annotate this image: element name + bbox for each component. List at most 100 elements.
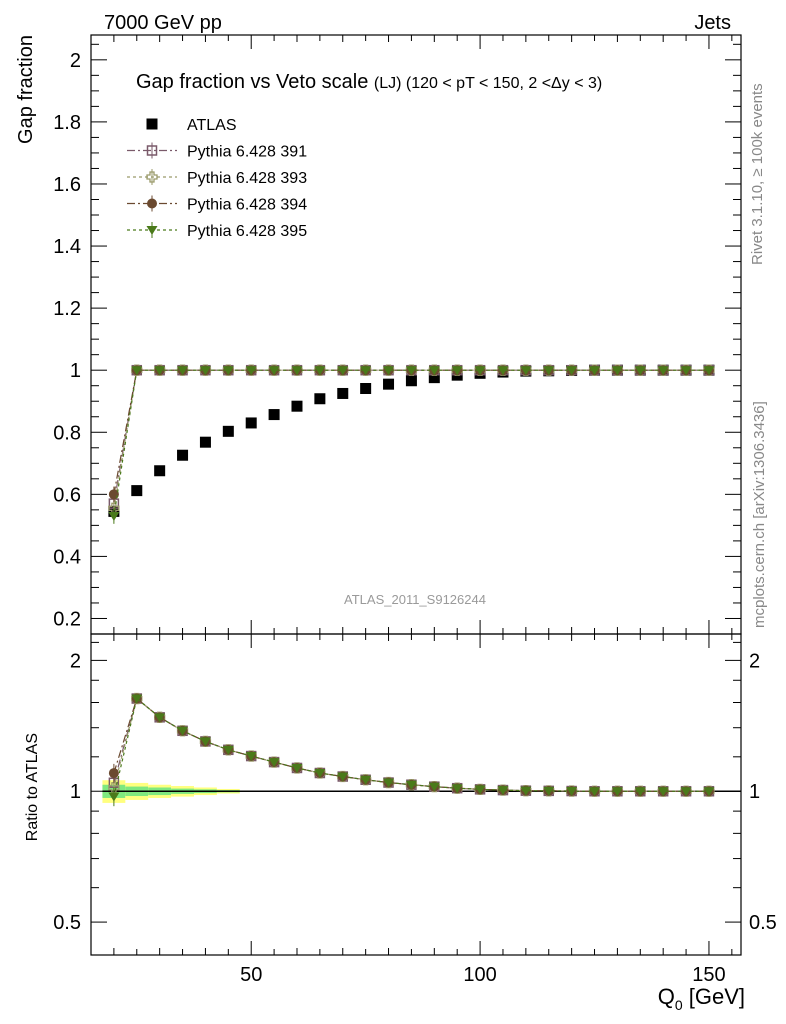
pythia-395-point (497, 366, 509, 376)
pythia-395-point (451, 366, 463, 376)
pythia-395-point (108, 512, 120, 522)
pythia-395-point (383, 366, 395, 376)
pythia-395-point (337, 366, 349, 376)
legend-marker-atlas (146, 118, 158, 130)
pythia-394-ratio-point (108, 768, 119, 779)
pythia-395-ratio-point (245, 752, 257, 762)
pythia-395-ratio-point (634, 787, 646, 797)
atlas-point (405, 375, 417, 387)
main-series-group (108, 364, 715, 524)
pythia-395-point (589, 366, 601, 376)
pythia-395-point (634, 366, 646, 376)
atlas-point (428, 372, 440, 384)
header-right: Jets (694, 12, 731, 34)
ratio-y-tick-label-right: 1 (749, 781, 760, 803)
y-axis-label: Gap fraction (15, 35, 37, 144)
atlas-point (131, 485, 143, 497)
y-tick-label: 0.8 (53, 422, 81, 444)
y-tick-label: 1.8 (53, 112, 81, 134)
ratio-y-tick-label: 1 (70, 781, 81, 803)
chart-title-suffix: (LJ) (120 < pT < 150, 2 <Δy < 3) (374, 75, 602, 92)
pythia-395-ratio-point (222, 745, 234, 755)
pythia-395-ratio-point (520, 786, 532, 796)
pythia-395-point (360, 366, 372, 376)
pythia-395-ratio-point (108, 792, 120, 802)
pythia-395-point (245, 366, 257, 376)
y-tick-label: 1 (70, 360, 81, 382)
atlas-point (177, 449, 189, 461)
pythia-395-point (474, 366, 486, 376)
y-tick-label: 0.2 (53, 608, 81, 630)
pythia-395-ratio-point (428, 782, 440, 792)
pythia-395-point (268, 366, 280, 376)
pythia-395-ratio-point (611, 787, 623, 797)
legend-label-pythia-393: Pythia 6.428 393 (187, 170, 307, 187)
pythia-395-point (428, 366, 440, 376)
legend-marker-pythia-394 (147, 198, 157, 209)
atlas-point (245, 417, 257, 429)
y-tick-label: 1.6 (53, 174, 81, 196)
legend-label-pythia-395: Pythia 6.428 395 (187, 223, 307, 240)
pythia-395-ratio-point (497, 786, 509, 796)
atlas-point (360, 383, 372, 395)
atlas-point (154, 465, 166, 477)
y-tick-label: 1.2 (53, 298, 81, 320)
y-tick-label: 0.6 (53, 484, 81, 506)
pythia-395-ratio-point (451, 784, 463, 794)
atlas-point (337, 387, 349, 399)
legend-marker-pythia-391 (146, 145, 158, 156)
atlas-point (291, 400, 303, 412)
pythia-395-ratio-point (589, 787, 601, 797)
pythia-395-point (405, 366, 417, 376)
atlas-point (314, 393, 326, 405)
pythia-395-ratio-point (657, 787, 669, 797)
header-left: 7000 GeV pp (104, 12, 222, 34)
x-axis-label: Q0 [GeV] (658, 984, 745, 1013)
pythia-395-point (543, 366, 555, 376)
axes: 50 100 150 0.2 0.4 0.6 0.8 1 1.2 1.4 1.6 1.8 2 0.5 0.5… (53, 35, 777, 986)
pythia-395-point (131, 366, 143, 376)
x-tick-label: 50 (240, 964, 262, 986)
pythia-395-ratio-point (543, 786, 555, 796)
pythia-395-ratio-point (268, 758, 280, 768)
ratio-y-tick-label-right: 2 (749, 650, 760, 672)
ratio-y-axis-label: Ratio to ATLAS (24, 733, 41, 841)
legend-label-atlas: ATLAS (187, 117, 237, 134)
ratio-y-tick-label: 0.5 (53, 912, 81, 934)
pythia-395-point (199, 366, 211, 376)
pythia-395-ratio-point (680, 787, 692, 797)
pythia-395-ratio-point (405, 780, 417, 790)
pythia-395-point (703, 366, 715, 376)
pythia-395-point (680, 366, 692, 376)
pythia-394-line (113, 369, 709, 495)
legend: ATLAS Pythia 6.428 391 Pythia 6.428 393 Pyt… (127, 117, 307, 240)
y-tick-label: 0.4 (53, 546, 81, 568)
x-axis-label-unit: [GeV] (683, 984, 745, 1009)
pythia-395-ratio-point (131, 694, 143, 704)
legend-marker-pythia-393 (146, 171, 158, 183)
pythia-395-ratio-point (291, 763, 303, 773)
atlas-point (383, 378, 395, 390)
pythia-395-ratio-point (154, 713, 166, 723)
pythia-395-ratio-point (314, 769, 326, 779)
analysis-watermark: ATLAS_2011_S9126244 (344, 592, 486, 607)
pythia-395-ratio-point (566, 787, 578, 797)
ratio-series-group (108, 692, 715, 807)
pythia-395-point (520, 366, 532, 376)
x-tick-label: 100 (463, 964, 496, 986)
atlas-point (268, 409, 280, 421)
pythia-395-ratio-point (474, 785, 486, 795)
pythia-395-ratio-point (337, 772, 349, 782)
pythia-395-point (657, 366, 669, 376)
chart-title: Gap fraction vs Veto scale (LJ) (120 < p… (136, 71, 602, 93)
legend-marker-pythia-395 (146, 226, 158, 235)
rivet-note: Rivet 3.1.10, ≥ 100k events (749, 83, 766, 265)
pythia-395-ratio-point (177, 726, 189, 736)
chart-title-main: Gap fraction vs Veto scale (136, 71, 368, 93)
ratio-y-tick-label: 2 (70, 650, 81, 672)
pythia-395-ratio-point (703, 787, 715, 797)
atlas-point (199, 436, 211, 448)
pythia-395-point (177, 366, 189, 376)
x-tick-label: 150 (692, 964, 725, 986)
